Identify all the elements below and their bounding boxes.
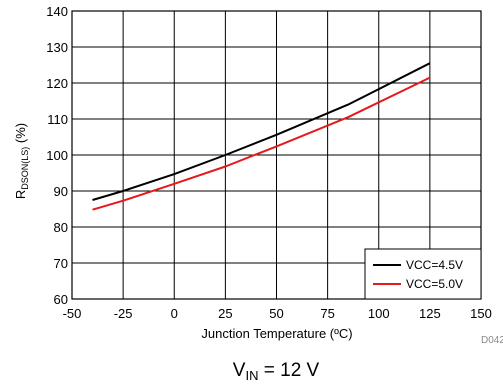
series-layer: [92, 62, 431, 211]
figure-id: D042: [481, 335, 503, 346]
legend-label: VCC=5.0V: [406, 277, 463, 291]
y-tick-label: 80: [54, 220, 68, 235]
y-tick-label: 130: [46, 40, 68, 55]
y-axis-title: RDSON(LS) (%): [13, 123, 30, 199]
x-tick-labels: -50 -25 0 25 50 75 100 125 150: [63, 306, 492, 321]
y-axis-title-main: R: [13, 190, 28, 199]
x-tick-label: 125: [419, 306, 441, 321]
x-tick-label: -25: [114, 306, 133, 321]
y-tick-label: 120: [46, 76, 68, 91]
caption-rest: = 12 V: [258, 360, 319, 381]
x-tick-label: -50: [63, 306, 82, 321]
y-tick-label: 90: [54, 184, 68, 199]
y-tick-label: 60: [54, 292, 68, 307]
x-tick-label: 50: [269, 306, 283, 321]
caption-sub: IN: [245, 368, 258, 383]
caption-main: V: [233, 360, 246, 381]
x-tick-label: 75: [320, 306, 334, 321]
y-tick-label: 110: [47, 112, 68, 127]
x-tick-label: 100: [368, 306, 390, 321]
legend: VCC=4.5V VCC=5.0V: [364, 248, 482, 300]
x-tick-label: 0: [171, 306, 178, 321]
y-tick-labels: 60 70 80 90 100 110 120 130 140: [46, 4, 68, 307]
plot-frame: [71, 10, 482, 300]
series-line-1: [92, 62, 431, 201]
y-axis-title-unit: (%): [13, 123, 28, 147]
y-tick-label: 100: [46, 148, 68, 163]
y-tick-label: 70: [54, 256, 68, 271]
y-tick-label: 140: [46, 4, 68, 19]
y-axis-title-sub: DSON(LS): [20, 147, 30, 190]
legend-box: [364, 248, 482, 300]
caption: VIN = 12 V: [233, 360, 320, 383]
legend-label: VCC=4.5V: [406, 258, 463, 272]
x-tick-label: 150: [470, 306, 492, 321]
x-axis-title: Junction Temperature (ºC): [201, 326, 352, 341]
series-line-2: [92, 76, 431, 211]
x-tick-label: 25: [218, 306, 232, 321]
